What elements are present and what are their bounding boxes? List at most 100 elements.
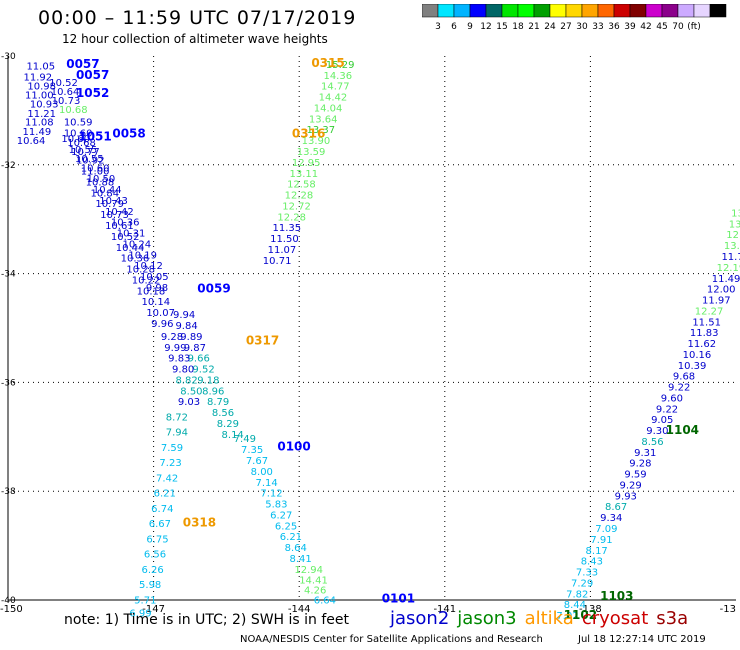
wave-height-label: 12.28 — [285, 191, 314, 202]
x-tick-label: -144 — [288, 604, 311, 615]
satellite-key: jason2 jason3 altika cryosat s3a — [390, 608, 696, 629]
pass-time-label: 0101 — [382, 592, 415, 606]
wave-height-label: 10.98 — [27, 82, 56, 93]
wave-height-label: 9.31 — [634, 448, 656, 459]
wave-height-label: 9.98 — [146, 283, 168, 294]
wave-height-label: 9.96 — [151, 319, 173, 330]
wave-height-label: 9.34 — [600, 513, 622, 524]
wave-height-label: 8.17 — [586, 546, 608, 557]
wave-height-label: 10.18 — [137, 286, 166, 297]
wave-height-label: 10.64 — [17, 136, 46, 147]
wave-height-label: 8.67 — [605, 502, 627, 513]
wave-height-label: 10.05 — [140, 272, 169, 283]
wave-height-label: 10.39 — [678, 361, 707, 372]
wave-height-label: 11.49 — [23, 127, 52, 138]
wave-height-label: 7.23 — [159, 458, 181, 469]
wave-height-label: 9.80 — [172, 365, 194, 376]
pass-time-label: 1102 — [564, 608, 597, 622]
wave-height-label: 11.08 — [25, 118, 54, 129]
wave-height-label: 9.18 — [197, 375, 219, 386]
wave-height-label: 14.42 — [319, 93, 348, 104]
y-tick-label: -36 — [1, 378, 16, 388]
wave-height-label: 12.72 — [282, 201, 311, 212]
wave-height-label: 5.71 — [134, 595, 156, 606]
wave-height-label: 10.60 — [64, 129, 93, 140]
wave-height-label: 6.21 — [154, 489, 176, 500]
y-tick-label: -40 — [1, 596, 16, 606]
wave-height-label: 11.35 — [273, 223, 302, 234]
wave-height-label: 10.93 — [30, 100, 59, 111]
wave-height-label: 10.61 — [105, 221, 134, 232]
wave-height-label: 8.82 — [175, 375, 197, 386]
wave-height-label: 8.41 — [289, 554, 311, 565]
wave-height-label: 14.41 — [299, 576, 328, 587]
wave-height-label: 10.43 — [99, 196, 128, 207]
wave-height-label: 10.71 — [263, 256, 292, 267]
wave-height-label: 6.26 — [141, 565, 163, 576]
wave-height-label: 12.28 — [277, 212, 306, 223]
wave-height-label: 11.00 — [25, 90, 54, 101]
wave-height-label: 14.77 — [321, 82, 350, 93]
wave-height-label: 9.99 — [164, 343, 186, 354]
wave-height-label: 8.64 — [285, 543, 307, 554]
wave-height-label: 9.83 — [168, 354, 190, 365]
wave-height-label: 11.97 — [702, 296, 731, 307]
wave-height-label: 6.74 — [151, 504, 173, 515]
wave-height-label: 9.93 — [615, 491, 637, 502]
wave-height-label: 10.52 — [49, 78, 78, 89]
wave-height-label: 13 — [731, 208, 740, 219]
wave-height-label: 10.55 — [69, 145, 98, 156]
wave-height-label: 9.29 — [620, 480, 642, 491]
wave-height-label: 7.91 — [590, 535, 612, 546]
x-tick-label: -150 — [0, 604, 23, 615]
wave-height-label: 10.59 — [64, 118, 93, 129]
wave-height-label: 10.31 — [117, 229, 146, 240]
legend-swatch — [709, 4, 727, 18]
wave-height-label: 9.28 — [629, 459, 651, 470]
legend-label: 45 — [656, 22, 667, 32]
credit-line: NOAA/NESDIS Center for Satellite Applica… — [240, 634, 543, 645]
wave-height-label: 13.59 — [297, 147, 326, 158]
wave-height-label: 5.98 — [139, 580, 161, 591]
pass-time-label: 1051 — [78, 129, 111, 143]
legend-label: 39 — [624, 22, 636, 32]
wave-height-label: 7.09 — [595, 524, 617, 535]
satellite-key-cryosat: cryosat — [581, 608, 649, 629]
pass-time-label: 0057 — [76, 68, 109, 82]
wave-height-label: 10.77 — [71, 147, 100, 158]
pass-time-label: 0315 — [311, 56, 344, 70]
wave-height-label: 7.67 — [246, 456, 268, 467]
legend-label: 24 — [544, 22, 556, 32]
wave-height-label: 6.56 — [144, 550, 166, 561]
wave-height-label: 10.55 — [75, 154, 104, 165]
pass-time-label: 0317 — [246, 333, 279, 347]
wave-height-label: 8.56 — [212, 408, 234, 419]
wave-height-label: 7.49 — [234, 434, 256, 445]
wave-height-label: 10.28 — [126, 265, 155, 276]
page-title: 00:00 – 11:59 UTC 07/17/2019 — [38, 7, 357, 29]
x-tick-label: -13 — [720, 604, 736, 615]
legend-label: 18 — [512, 22, 524, 32]
wave-height-label: 10.36 — [121, 254, 150, 265]
wave-height-label: 11.92 — [24, 72, 53, 83]
wave-height-label: 9.22 — [656, 404, 678, 415]
legend-label: 12 — [480, 22, 491, 32]
wave-height-label: 10.52 — [111, 232, 140, 243]
wave-height-label: 6.21 — [280, 532, 302, 543]
wave-height-label: 11.51 — [692, 317, 721, 328]
wave-height-label: 13.64 — [309, 114, 338, 125]
wave-height-label: 5.83 — [265, 500, 287, 511]
legend-label: 30 — [576, 22, 588, 32]
wave-height-label: 9.03 — [178, 397, 200, 408]
wave-height-label: 10.07 — [146, 308, 175, 319]
footnote: note: 1) Time is in UTC; 2) SWH is in fe… — [64, 612, 350, 628]
wave-height-label: 7.02 — [556, 611, 578, 622]
wave-height-label: 11.00 — [81, 167, 110, 178]
wave-height-label: 10.24 — [123, 239, 152, 250]
legend-label: 36 — [608, 22, 620, 32]
wave-height-label: 11.49 — [712, 274, 740, 285]
wave-height-label: 6.99 — [129, 608, 151, 619]
wave-height-label: 10.19 — [128, 250, 157, 261]
pass-time-label: 1103 — [600, 589, 633, 603]
